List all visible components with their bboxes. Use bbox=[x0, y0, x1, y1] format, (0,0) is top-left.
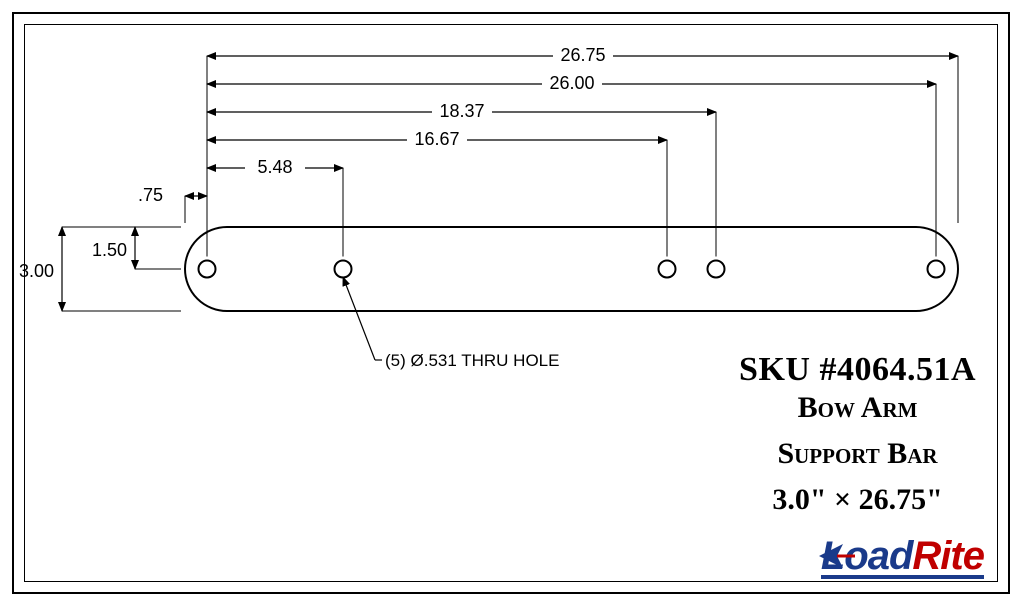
part-support-bar bbox=[185, 227, 958, 311]
drawing-svg: 26.75 26.00 18.37 16.67 5.48 .75 3.00 1.50 (5)… bbox=[0, 0, 1024, 609]
logo: LoadRite bbox=[821, 534, 984, 579]
logo-arrow-icon bbox=[817, 534, 857, 578]
dim-label: 3.00 bbox=[19, 261, 54, 281]
dim-label: .75 bbox=[138, 185, 163, 205]
title-block: SKU #4064.51A Bow Arm Support Bar 3.0" ×… bbox=[739, 351, 976, 517]
dim-label: 18.37 bbox=[439, 101, 484, 121]
dim-label: 5.48 bbox=[257, 157, 292, 177]
dim-label: 26.75 bbox=[560, 45, 605, 65]
dim-label: 26.00 bbox=[549, 73, 594, 93]
dim-label: 1.50 bbox=[92, 240, 127, 260]
hdims-group: 26.75 26.00 18.37 16.67 5.48 .75 bbox=[138, 45, 958, 257]
logo-part2: Rite bbox=[912, 534, 984, 578]
dim-label: 16.67 bbox=[414, 129, 459, 149]
dims-line: 3.0" × 26.75" bbox=[739, 483, 976, 517]
sku-line: SKU #4064.51A bbox=[739, 351, 976, 389]
name-line: Bow Arm bbox=[739, 391, 976, 425]
vdims-group: 3.00 1.50 bbox=[19, 227, 181, 311]
hole-note-text: (5) Ø.531 THRU HOLE bbox=[385, 351, 559, 370]
sub-line: Support Bar bbox=[739, 437, 976, 471]
